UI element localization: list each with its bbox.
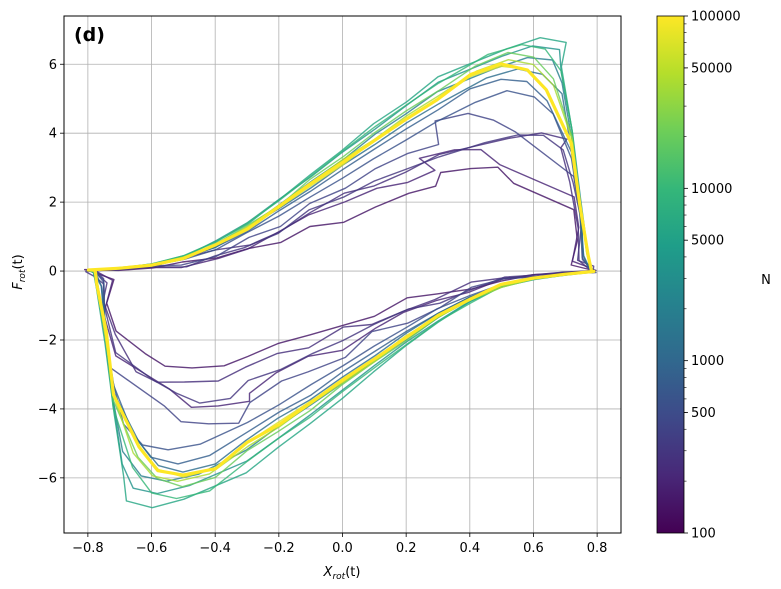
colorbar-tick-label: 5000 [691,234,724,249]
x-tick-label: 0.2 [396,541,417,556]
y-axis-label: Frot(t) [11,254,28,289]
x-tick-label: −0.8 [72,541,104,556]
curve-series-line [86,62,596,477]
x-tick-label: 0.0 [332,541,353,556]
y-tick-label: 2 [49,196,57,211]
curve-series-line [87,37,596,509]
colorbar-tick-label: 100 [691,527,716,542]
curve-series-line [88,132,597,383]
colorbar [656,15,685,534]
y-tick-label: 6 [49,58,57,73]
curve-series-line [87,43,595,500]
colorbar-label: N [761,273,771,288]
x-axis-ticks: −0.8 −0.6 −0.4 −0.2 0.0 0.2 0.4 0.6 0.8 [72,533,607,556]
curve-series-line [88,51,595,488]
curve-series-line [87,68,595,473]
curve-series-line [85,134,595,404]
colorbar-ticks: 100 500 1000 5000 10000 50000 100000 [684,10,741,542]
y-tick-label: −6 [38,471,57,486]
x-tick-label: −0.2 [263,541,295,556]
colorbar-tick-label: 10000 [691,182,732,197]
x-tick-label: −0.6 [136,541,168,556]
colorbar-tick-label: 1000 [691,354,724,369]
curve-series-line [87,45,594,495]
colorbar-tick-label: 100000 [691,10,741,25]
x-tick-label: 0.8 [587,541,608,556]
x-tick-label: 0.4 [459,541,480,556]
y-tick-label: −4 [38,402,57,417]
curve-series-line [86,59,594,482]
curve-series-line [88,56,594,482]
curve-series-line [88,112,597,425]
colorbar-tick-label: 50000 [691,61,732,76]
curve-series [84,37,597,509]
y-tick-label: 0 [49,265,57,280]
x-tick-label: 0.6 [523,541,544,556]
y-axis-ticks: −6 −4 −2 0 2 4 6 [38,58,64,486]
x-tick-label: −0.4 [199,541,231,556]
x-axis-label: Xrot(t) [323,565,361,582]
curve-series-line [87,90,594,451]
curve-series-line [86,65,595,478]
y-tick-label: 4 [49,127,57,142]
colorbar-tick-label: 500 [691,406,716,421]
y-tick-label: −2 [38,333,57,348]
panel-label: (d) [74,24,105,46]
